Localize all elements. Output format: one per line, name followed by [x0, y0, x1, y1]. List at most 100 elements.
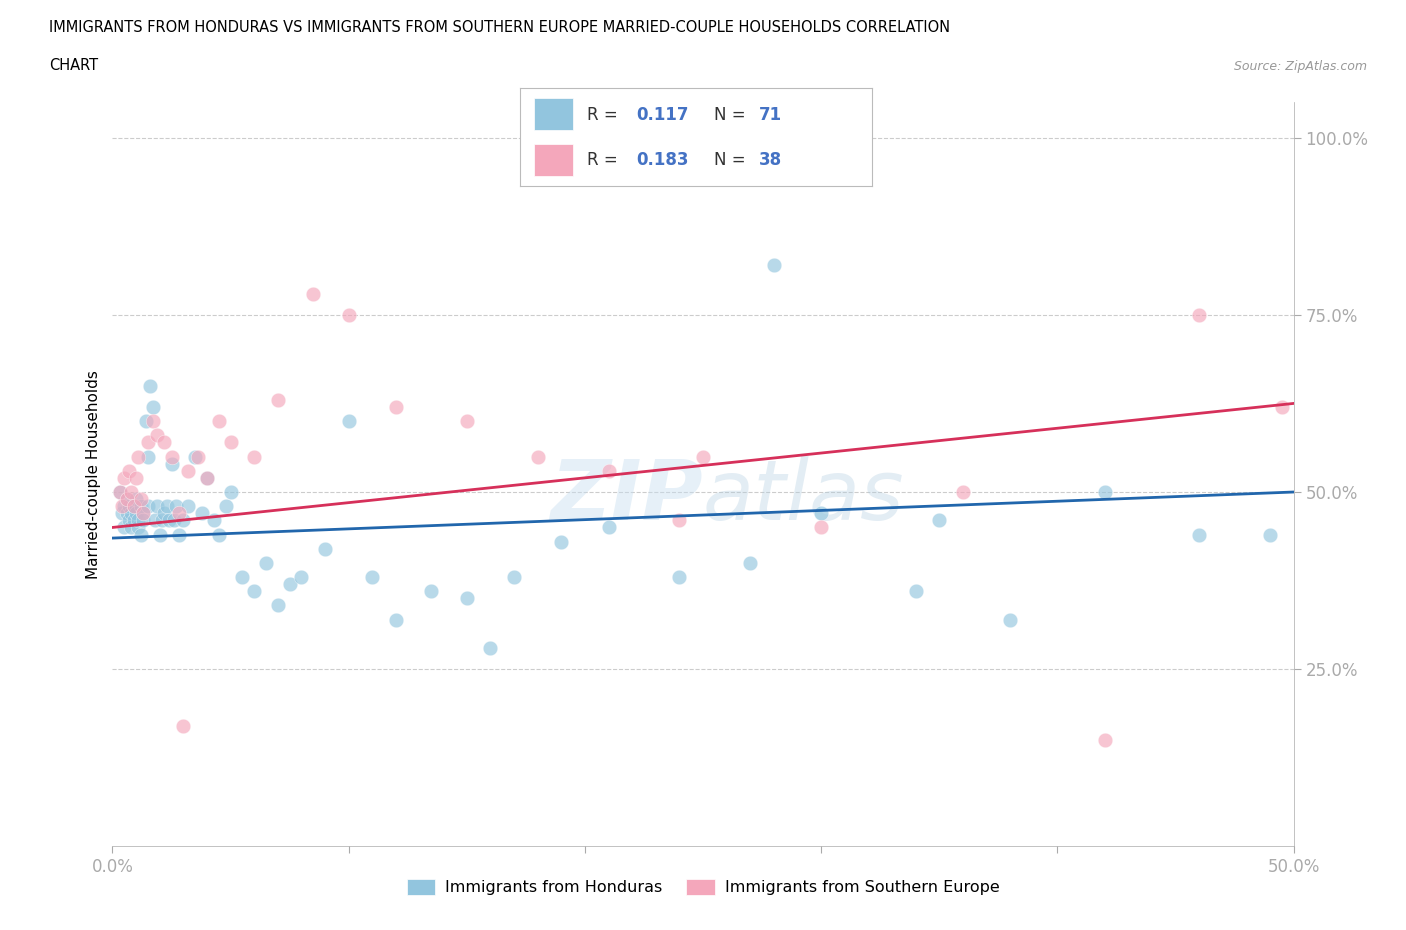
- Point: [108, 485, 131, 499]
- Point: [904, 584, 927, 599]
- Point: [290, 569, 312, 584]
- Point: [149, 527, 172, 542]
- Point: [172, 718, 194, 733]
- Point: [120, 485, 142, 499]
- Point: [122, 498, 145, 513]
- Point: [215, 498, 238, 513]
- Point: [314, 541, 336, 556]
- Point: [456, 591, 478, 605]
- Point: [132, 506, 155, 521]
- Point: [177, 498, 200, 513]
- Point: [125, 471, 148, 485]
- Point: [153, 506, 176, 521]
- Point: [136, 498, 159, 513]
- Point: [810, 506, 832, 521]
- Point: [420, 584, 443, 599]
- Point: [115, 506, 138, 521]
- Point: [337, 308, 360, 323]
- Point: [219, 485, 242, 499]
- Point: [165, 498, 187, 513]
- Point: [136, 449, 159, 464]
- Text: 0.117: 0.117: [637, 106, 689, 124]
- Point: [112, 498, 135, 513]
- Point: [810, 520, 832, 535]
- Point: [202, 513, 225, 528]
- Point: [668, 569, 690, 584]
- Point: [122, 498, 145, 513]
- Point: [337, 414, 360, 429]
- Legend: Immigrants from Honduras, Immigrants from Southern Europe: Immigrants from Honduras, Immigrants fro…: [401, 872, 1005, 901]
- Point: [118, 498, 141, 513]
- Point: [526, 449, 548, 464]
- Bar: [534, 144, 574, 177]
- Text: CHART: CHART: [49, 58, 98, 73]
- Point: [928, 513, 950, 528]
- Point: [762, 258, 785, 272]
- Point: [184, 449, 207, 464]
- Bar: [534, 99, 574, 130]
- Point: [136, 435, 159, 450]
- Point: [479, 641, 502, 656]
- Point: [112, 471, 135, 485]
- Point: [135, 414, 157, 429]
- Text: 71: 71: [759, 106, 782, 124]
- Point: [191, 506, 214, 521]
- Text: 0.183: 0.183: [637, 151, 689, 168]
- Point: [302, 286, 325, 301]
- Point: [108, 485, 131, 499]
- Point: [208, 527, 231, 542]
- Point: [1188, 308, 1211, 323]
- Point: [186, 449, 208, 464]
- Point: [118, 463, 141, 478]
- Point: [153, 435, 176, 450]
- Point: [231, 569, 253, 584]
- Point: [111, 498, 134, 513]
- Point: [160, 457, 183, 472]
- Text: IMMIGRANTS FROM HONDURAS VS IMMIGRANTS FROM SOUTHERN EUROPE MARRIED-COUPLE HOUSE: IMMIGRANTS FROM HONDURAS VS IMMIGRANTS F…: [49, 20, 950, 35]
- Point: [115, 492, 138, 507]
- Point: [122, 513, 145, 528]
- Point: [1258, 527, 1281, 542]
- Point: [142, 414, 165, 429]
- Point: [118, 513, 141, 528]
- Point: [112, 520, 135, 535]
- Point: [160, 449, 183, 464]
- Point: [157, 513, 180, 528]
- Point: [172, 513, 194, 528]
- Point: [129, 498, 152, 513]
- Point: [208, 414, 231, 429]
- Point: [111, 506, 134, 521]
- Text: atlas: atlas: [703, 456, 904, 538]
- Point: [1271, 400, 1294, 415]
- Text: Source: ZipAtlas.com: Source: ZipAtlas.com: [1233, 60, 1367, 73]
- Point: [156, 498, 179, 513]
- Point: [146, 498, 169, 513]
- Point: [127, 513, 149, 528]
- Point: [150, 513, 173, 528]
- Point: [177, 463, 200, 478]
- Point: [267, 598, 290, 613]
- Point: [952, 485, 974, 499]
- Y-axis label: Married-couple Households: Married-couple Households: [86, 370, 101, 578]
- Text: N =: N =: [714, 151, 751, 168]
- Point: [143, 513, 166, 528]
- Point: [692, 449, 714, 464]
- Point: [163, 513, 186, 528]
- Text: R =: R =: [588, 106, 623, 124]
- Point: [740, 555, 762, 570]
- Point: [195, 471, 218, 485]
- Point: [132, 513, 155, 528]
- Point: [243, 449, 266, 464]
- Text: N =: N =: [714, 106, 751, 124]
- Point: [1094, 733, 1116, 748]
- Point: [120, 520, 142, 535]
- Point: [129, 527, 152, 542]
- Point: [550, 534, 572, 549]
- Point: [219, 435, 242, 450]
- Point: [142, 400, 165, 415]
- Point: [167, 506, 190, 521]
- Point: [254, 555, 277, 570]
- Point: [1094, 485, 1116, 499]
- Point: [132, 506, 155, 521]
- Point: [668, 513, 690, 528]
